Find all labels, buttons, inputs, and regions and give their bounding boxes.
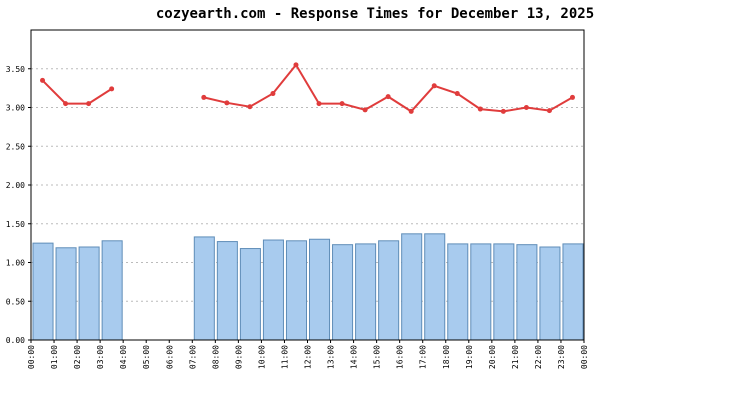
line-marker	[86, 101, 92, 107]
x-tick-label: 15:00	[373, 345, 382, 369]
x-tick-label: 07:00	[188, 345, 197, 369]
line-marker	[293, 62, 299, 68]
line-marker	[201, 94, 207, 100]
y-tick-label: 3.50	[6, 65, 25, 74]
y-tick-label: 2.50	[6, 142, 25, 151]
bar	[516, 244, 538, 341]
x-tick-label: 04:00	[119, 345, 128, 369]
x-tick-label: 02:00	[73, 345, 82, 369]
bar	[562, 243, 584, 341]
x-tick-label: 17:00	[419, 345, 428, 369]
x-tick-label: 22:00	[534, 345, 543, 369]
x-tick-label: 03:00	[96, 345, 105, 369]
x-tick-label: 12:00	[304, 345, 313, 369]
bar	[355, 243, 377, 341]
bar	[447, 243, 469, 341]
line-marker	[109, 86, 115, 92]
x-tick-label: 08:00	[211, 345, 220, 369]
x-tick-label: 16:00	[396, 345, 405, 369]
bar	[332, 244, 354, 341]
line-marker	[477, 106, 483, 112]
y-tick-label: 3.00	[6, 104, 25, 113]
bar	[285, 240, 308, 341]
line-marker	[40, 77, 46, 83]
x-tick-label: 05:00	[142, 345, 151, 369]
line-marker	[454, 91, 460, 97]
bar	[378, 240, 400, 341]
line-marker	[247, 104, 253, 110]
line-marker	[63, 101, 69, 107]
bar	[424, 233, 446, 341]
line-marker	[500, 108, 506, 114]
chart-title: cozyearth.com - Response Times for Decem…	[156, 6, 594, 22]
line-marker	[316, 101, 322, 107]
x-tick-label: 18:00	[442, 345, 451, 369]
x-tick-label: 14:00	[350, 345, 359, 369]
bar	[309, 238, 331, 341]
line-marker	[385, 94, 391, 100]
x-tick-label: 13:00	[327, 345, 336, 369]
x-tick-label: 00:00	[27, 345, 36, 369]
bar	[239, 248, 261, 341]
x-tick-label: 00:00	[580, 345, 589, 369]
y-tick-label: 1.50	[6, 220, 25, 229]
bar	[78, 246, 100, 341]
line-marker	[270, 91, 276, 97]
line-marker	[339, 101, 345, 107]
line-marker	[224, 100, 230, 106]
y-tick-label: 2.00	[6, 181, 25, 190]
bar	[470, 243, 492, 341]
bar	[401, 233, 423, 341]
line-marker	[431, 83, 437, 89]
x-tick-label: 20:00	[488, 345, 497, 369]
bar	[32, 242, 54, 341]
line-marker	[408, 108, 414, 114]
line-marker	[569, 94, 575, 100]
plot-border	[30, 29, 585, 341]
bar	[101, 240, 123, 341]
x-tick-label: 10:00	[257, 345, 266, 369]
x-tick-label: 21:00	[511, 345, 520, 369]
bar	[55, 247, 77, 341]
bar	[493, 243, 515, 341]
line-marker	[523, 105, 529, 110]
x-tick-label: 01:00	[50, 345, 59, 369]
line-marker	[546, 108, 552, 114]
bar	[539, 246, 561, 341]
line-marker	[362, 107, 368, 113]
x-tick-label: 23:00	[557, 345, 566, 369]
bar	[262, 239, 284, 341]
x-tick-label: 19:00	[465, 345, 474, 369]
y-tick-label: 0.00	[6, 336, 25, 345]
x-tick-label: 09:00	[234, 345, 243, 369]
x-tick-label: 11:00	[280, 345, 289, 369]
x-tick-label: 06:00	[165, 345, 174, 369]
y-tick-label: 0.50	[6, 297, 25, 306]
bar	[193, 236, 215, 341]
bar	[216, 241, 238, 341]
y-tick-label: 1.00	[6, 259, 25, 268]
